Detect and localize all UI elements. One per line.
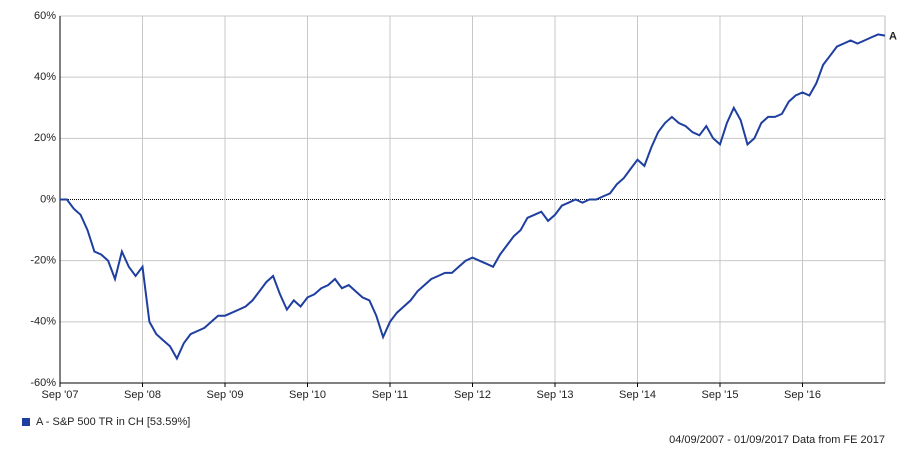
x-tick-label: Sep '16	[784, 389, 821, 401]
x-tick-label: Sep '08	[124, 389, 161, 401]
series-end-label: A	[889, 31, 897, 43]
series-line	[60, 33, 886, 361]
y-tick-label: -60%	[30, 377, 56, 389]
y-tick-label: 40%	[34, 71, 56, 83]
y-tick-label: 0%	[40, 193, 56, 205]
x-tick-label: Sep '11	[372, 389, 408, 401]
x-tick-label: Sep '13	[537, 389, 574, 401]
legend-label: A - S&P 500 TR in CH [53.59%]	[36, 416, 190, 428]
footnote: 04/09/2007 - 01/09/2017 Data from FE 201…	[669, 434, 885, 446]
y-tick-label: -20%	[30, 255, 56, 267]
x-tick-label: Sep '14	[619, 389, 656, 401]
y-tick-label: -40%	[30, 316, 56, 328]
x-tick-label: Sep '12	[454, 389, 491, 401]
x-tick-label: Sep '15	[702, 389, 739, 401]
y-tick-label: 20%	[34, 132, 56, 144]
x-tick-label: Sep '10	[289, 389, 326, 401]
y-tick-label: 60%	[34, 10, 56, 22]
legend-swatch	[22, 418, 30, 426]
x-tick-label: Sep '07	[42, 389, 79, 401]
x-tick-label: Sep '09	[207, 389, 244, 401]
